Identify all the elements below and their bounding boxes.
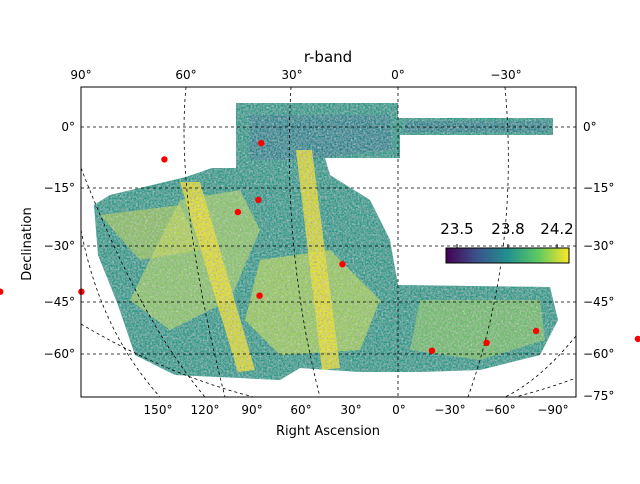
grid-ra-m30 (467, 87, 509, 397)
left-tick-label: −45° (44, 295, 75, 309)
bottom-tick-label: −60° (484, 403, 515, 417)
bottom-tick-label: 90° (241, 403, 262, 417)
bottom-tick-label: 30° (340, 403, 361, 417)
left-tick-label: 0° (61, 120, 75, 134)
bottom-tick-label: 0° (392, 403, 406, 417)
marker-point (258, 140, 265, 147)
bottom-tick-label: 150° (144, 403, 173, 417)
grid-ra-120 (81, 229, 161, 397)
marker-point (428, 347, 436, 354)
grid-ra-90 (183, 87, 226, 397)
y-axis-label: Declination (20, 207, 35, 281)
top-tick-label: 30° (281, 68, 302, 82)
top-tick-label: −30° (490, 68, 521, 82)
marker-point (339, 261, 346, 268)
colorbar-bar (445, 247, 570, 264)
top-ticks: 90° 60° 30° 0° −30° (70, 68, 521, 82)
right-tick-label: −60° (583, 347, 614, 361)
bottom-tick-label: 60° (290, 403, 311, 417)
bottom-tick-label: −30° (434, 403, 465, 417)
grid-ra-30 (81, 167, 206, 397)
top-tick-label: 90° (70, 68, 91, 82)
left-tick-label: −30° (44, 239, 75, 253)
marker-point (532, 327, 540, 335)
marker-point (634, 335, 640, 343)
marker-point (161, 156, 168, 163)
bottom-ticks: 150° 120° 90° 60° 30° 0° −30° −60° −90° (144, 403, 569, 417)
chart-title: r-band (304, 48, 352, 66)
marker-point (234, 208, 242, 216)
bottom-tick-label: 120° (191, 403, 220, 417)
right-tick-label: −15° (583, 181, 614, 195)
colorbar-tick-label: 23.8 (491, 220, 524, 238)
bottom-tick-label: −90° (537, 403, 568, 417)
top-tick-label: 0° (391, 68, 405, 82)
colorbar-tick-label: 24.2 (540, 220, 573, 238)
right-ticks: 0° −15° −30° −45° −60° −75° (583, 120, 614, 403)
marker-point (0, 288, 4, 295)
grid-ra-m60 (504, 335, 576, 397)
right-tick-label: −75° (583, 389, 614, 403)
graticule (81, 87, 576, 397)
colorbar-tick-label: 23.5 (440, 220, 473, 238)
marker-layer (0, 140, 640, 354)
axes-border (80, 86, 577, 398)
x-axis-label: Right Ascension (276, 424, 380, 439)
marker-point (483, 339, 490, 346)
left-tick-label: −60° (44, 347, 75, 361)
top-tick-label: 60° (175, 68, 196, 82)
right-tick-label: −30° (583, 239, 614, 253)
right-tick-label: −45° (583, 295, 614, 309)
left-ticks: 0° −15° −30° −45° −60° (44, 120, 75, 361)
marker-point (255, 196, 262, 204)
right-tick-label: 0° (583, 120, 597, 134)
left-tick-label: −15° (44, 181, 75, 195)
colorbar: 23.5 23.8 24.2 (440, 220, 574, 264)
marker-point (256, 292, 263, 299)
